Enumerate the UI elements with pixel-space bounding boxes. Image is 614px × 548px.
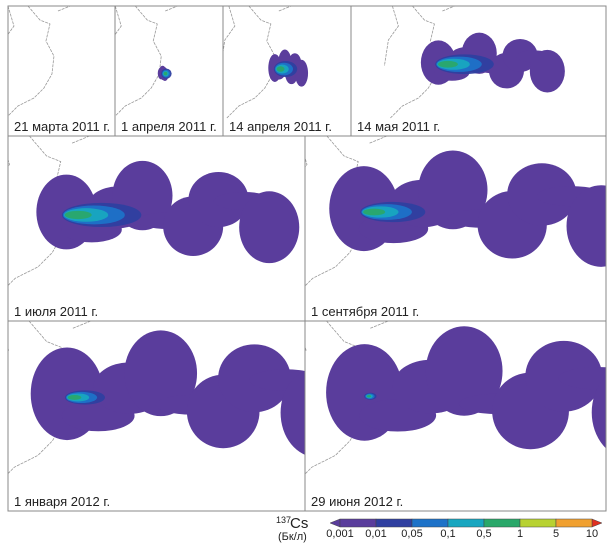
- panel-label: 1 января 2012 г.: [14, 494, 110, 509]
- coastline: [8, 6, 72, 117]
- plume: [591, 376, 606, 449]
- colorbar-arrow: [329, 518, 341, 528]
- coastline: [8, 136, 91, 287]
- colorbar-segment: [483, 518, 521, 528]
- map-panel: 1 апреля 2011 г.: [114, 5, 224, 137]
- unit: (Бк/л): [278, 531, 307, 543]
- isotope-mass: 137: [276, 515, 291, 525]
- map-panel: 1 января 2012 г.: [7, 320, 306, 512]
- legend: 137 Cs (Бк/л) 0,001 0,01 0,05 0,1 0,5 1 5 10: [276, 515, 603, 543]
- panel-label: 29 июня 2012 г.: [311, 494, 403, 509]
- plume: [249, 369, 305, 391]
- map-area: [305, 136, 606, 287]
- colorbar-segment: [555, 518, 593, 528]
- plume: [566, 185, 606, 267]
- map-area: [384, 6, 565, 119]
- colorbar-segment: [411, 518, 449, 528]
- map-panel: 21 марта 2011 г.: [7, 5, 116, 137]
- plume-core: [366, 395, 372, 398]
- plume-core: [163, 71, 168, 76]
- panel-label: 14 мая 2011 г.: [357, 119, 440, 134]
- colorbar-label: 10: [586, 528, 598, 540]
- plume: [294, 59, 309, 87]
- map-area: [305, 321, 606, 475]
- map-area: [223, 6, 309, 119]
- map-area: [8, 136, 300, 287]
- coastline: [305, 136, 389, 287]
- plume: [418, 150, 488, 230]
- colorbar-label: 0,5: [476, 528, 491, 540]
- map-area: [8, 321, 305, 475]
- colorbar-label: 0,05: [401, 528, 422, 540]
- panel-label: 1 июля 2011 г.: [14, 304, 98, 319]
- map-area: [115, 6, 179, 117]
- colorbar-label: 0,1: [440, 528, 455, 540]
- panel-label: 14 апреля 2011 г.: [229, 119, 332, 134]
- isotope: Cs: [290, 515, 308, 532]
- plume: [425, 326, 503, 416]
- plume-core: [276, 66, 285, 72]
- colorbar-segment: [447, 518, 485, 528]
- plume-core: [363, 208, 386, 216]
- plume: [529, 49, 565, 93]
- colorbar-label: 0,001: [326, 528, 354, 540]
- panel-label: 1 апреля 2011 г.: [121, 119, 217, 134]
- panel-frame: [7, 5, 116, 137]
- colorbar-segment: [339, 518, 377, 528]
- colorbar-label: 0,01: [365, 528, 386, 540]
- colorbar-label: 5: [553, 528, 559, 540]
- panel-label: 1 сентября 2011 г.: [311, 304, 419, 319]
- map-area: [8, 6, 72, 117]
- panel-label: 21 марта 2011 г.: [14, 119, 110, 134]
- panel-frame: [304, 320, 607, 512]
- plume: [239, 191, 300, 264]
- plume: [558, 366, 606, 390]
- plume-core: [437, 60, 458, 68]
- map-panel: 1 июля 2011 г.: [7, 135, 306, 322]
- colorbar-label: 1: [517, 528, 523, 540]
- plume-core: [67, 395, 82, 400]
- map-panel: 14 апреля 2011 г.: [222, 5, 352, 137]
- plume: [280, 370, 305, 455]
- map-panel: 29 июня 2012 г.: [304, 320, 607, 512]
- colorbar-segment: [375, 518, 413, 528]
- map-panel: 1 сентября 2011 г.: [304, 135, 607, 322]
- plume-core: [64, 210, 92, 220]
- plume: [124, 330, 198, 417]
- colorbar-segment: [519, 518, 557, 528]
- map-panel: 14 мая 2011 г.: [350, 5, 607, 137]
- coastline: [115, 6, 179, 117]
- panels: 21 марта 2011 г. 1 апреля 2011 г. 14 апрел…: [7, 5, 607, 512]
- colorbar-arrow: [591, 518, 603, 528]
